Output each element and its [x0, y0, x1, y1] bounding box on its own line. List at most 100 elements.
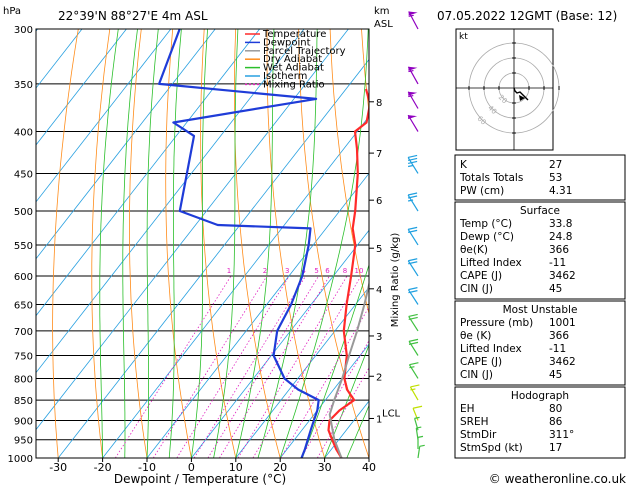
wind-barb — [407, 192, 419, 212]
pressure-tick-label: 850 — [14, 396, 33, 407]
legend-entry-label: Parcel Trajectory — [263, 46, 346, 57]
wind-barb-half — [416, 426, 422, 429]
wind-barb-full — [407, 195, 418, 199]
wind-barb-full — [408, 313, 418, 318]
wind-barb-half — [417, 435, 424, 438]
wet-adiabat — [324, 343, 369, 458]
x-tick-label: 40 — [362, 461, 376, 474]
dry-adiabat — [91, 29, 111, 458]
lcl-label: LCL — [382, 408, 401, 419]
plot-frame — [35, 28, 370, 459]
mixing-ratio-line — [207, 275, 319, 458]
wet-adiabat — [191, 29, 208, 458]
wind-barb — [408, 11, 419, 30]
pressure-tick-label: 550 — [14, 241, 33, 252]
mixing-ratio-tick-label: 3 — [285, 267, 289, 275]
hodograph-ring-label: 40 — [486, 104, 498, 116]
wind-barbs — [407, 11, 425, 459]
x-tick-label: 20 — [273, 461, 287, 474]
mixing-ratio-line — [176, 275, 290, 458]
x-tick-label: -10 — [138, 461, 156, 474]
isotherm-line — [279, 343, 369, 458]
wind-barb-full — [407, 157, 418, 162]
table-section-box — [454, 300, 626, 386]
table-row-value: 1001 — [549, 317, 576, 329]
wind-barb-half — [408, 94, 414, 98]
wind-barb — [408, 362, 419, 379]
mixing-ratio-tick-label: 6 — [325, 267, 330, 275]
wind-barb-full — [408, 316, 418, 321]
isotherm-line — [36, 29, 127, 146]
datetime-label: 07.05.2022 12GMT (Base: 12) — [437, 9, 617, 23]
table-row-label: CIN (J) — [460, 283, 493, 295]
wet-adiabat — [235, 29, 275, 458]
mixing-ratio-line — [300, 339, 369, 458]
table-row-value: 3462 — [549, 270, 576, 282]
dry-adiabat — [266, 29, 325, 458]
location-label: 22°39'N 88°27'E 4m ASL — [58, 9, 208, 23]
dry-adiabat — [329, 29, 369, 316]
index-row-label: K — [460, 159, 468, 171]
asl-label: ASL — [374, 19, 393, 30]
wind-barb-shaft — [417, 446, 421, 459]
wind-barb-full — [407, 192, 418, 196]
left-unit-label: hPa — [3, 6, 21, 17]
km-tick-label: 1 — [376, 414, 382, 425]
table-row-label: Lifted Index — [460, 257, 522, 269]
mixing-ratio-line — [115, 275, 232, 458]
isotherm-line — [36, 29, 305, 374]
wind-barb-full — [408, 258, 418, 262]
table-row-value: 17 — [549, 442, 562, 454]
pressure-tick-label: 450 — [14, 169, 33, 180]
km-tick-label: 3 — [376, 332, 382, 343]
table-row-label: SREH — [460, 416, 489, 428]
mixing-ratio-tick-label: 8 — [343, 267, 347, 275]
hodograph-unit-label: kt — [459, 32, 468, 42]
index-row-value: 27 — [549, 159, 562, 171]
index-row-value: 4.31 — [549, 185, 572, 197]
legend-entry-label: Temperature — [262, 29, 326, 40]
table-row-label: CIN (J) — [460, 369, 493, 381]
dry-adiabat — [298, 29, 369, 458]
wet-adiabat — [146, 29, 159, 458]
isotherm-line — [102, 115, 369, 458]
table-row-value: -11 — [549, 343, 566, 355]
table-row-label: Dewp (°C) — [460, 231, 514, 243]
wet-adiabat — [213, 29, 239, 458]
pressure-tick-label: 1000 — [8, 454, 33, 465]
legend-entry-label: Dewpoint — [263, 37, 311, 48]
pressure-tick-label: 500 — [14, 207, 33, 218]
index-row-label: PW (cm) — [460, 185, 504, 197]
table-row-label: EH — [460, 403, 475, 415]
index-row-label: Totals Totals — [459, 172, 523, 184]
x-tick-label: 0 — [188, 461, 195, 474]
wind-barb-half — [409, 366, 415, 369]
wind-barb — [409, 384, 420, 401]
dry-adiabat — [582, 29, 629, 458]
mixing-ratio-line — [193, 275, 306, 458]
isotherm-line — [235, 286, 369, 458]
wind-barb — [407, 66, 419, 85]
wind-barb-half — [407, 164, 414, 168]
pressure-tick-label: 800 — [14, 374, 33, 385]
wind-barb-full — [410, 384, 420, 388]
km-tick-label: 7 — [376, 149, 382, 160]
table-row-value: 86 — [549, 416, 563, 428]
x-tick-label: 10 — [229, 461, 243, 474]
table-row-label: θe (K) — [460, 330, 491, 342]
table-row-value: 366 — [549, 330, 569, 342]
pressure-tick-label: 700 — [14, 327, 33, 338]
mixing-ratio-line — [252, 275, 362, 458]
table-row-label: CAPE (J) — [460, 356, 502, 368]
wet-adiabat — [257, 29, 318, 458]
table-row-value: 45 — [549, 369, 562, 381]
table-row-value: 24.8 — [549, 231, 572, 243]
wind-barb-full — [408, 287, 418, 291]
mixing-ratio-tick-label: 5 — [314, 267, 318, 275]
table-row-value: -11 — [549, 257, 566, 269]
wind-barb-full — [408, 261, 418, 265]
mixing-ratio-line — [237, 275, 348, 458]
table-row-value: 80 — [549, 403, 562, 415]
